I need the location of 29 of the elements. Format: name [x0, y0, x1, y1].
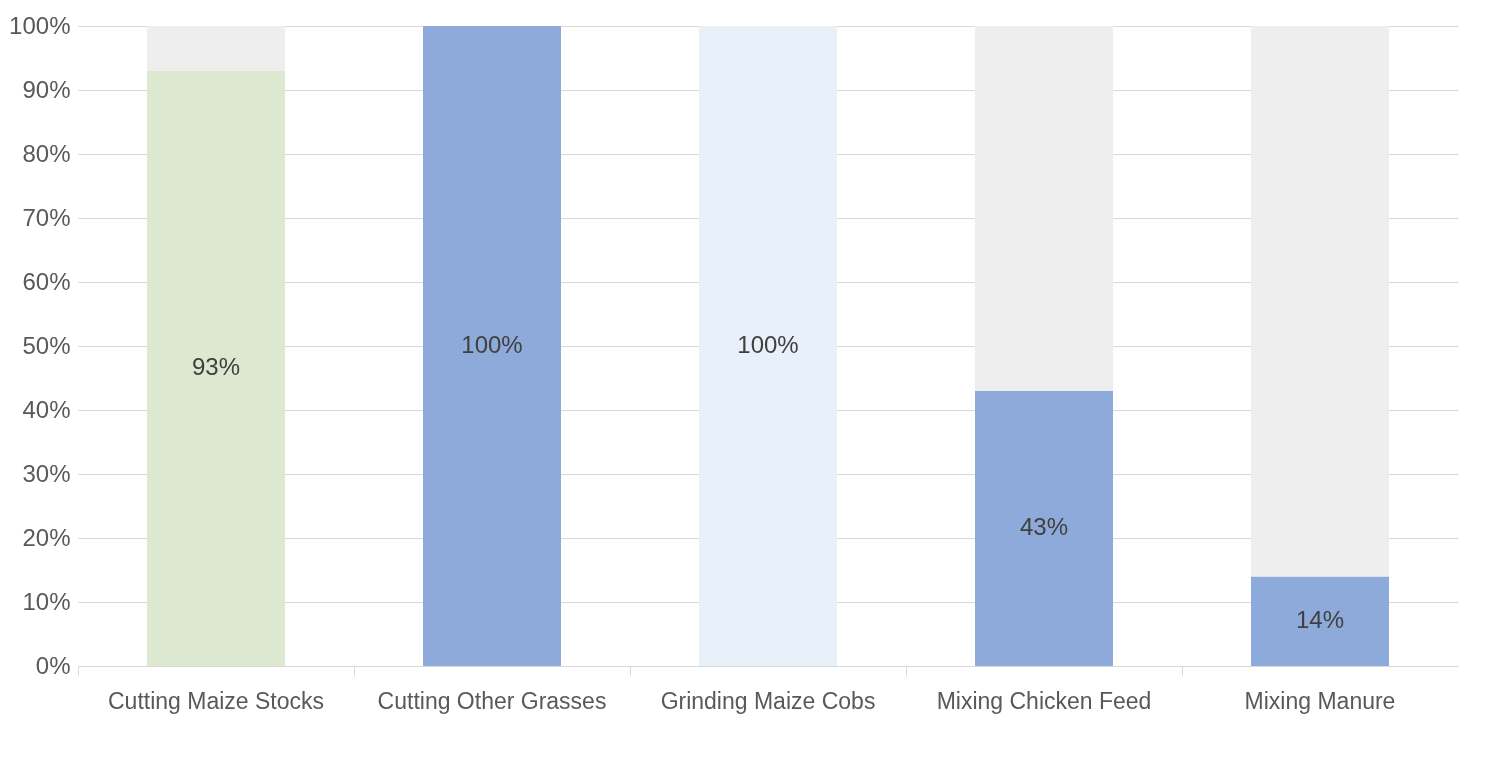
bar [1251, 576, 1389, 666]
bar [147, 26, 285, 71]
x-tick-label: Mixing Manure [1244, 687, 1396, 714]
y-tick-label: 10% [22, 587, 71, 615]
y-tick-label: 50% [22, 331, 71, 359]
bar [699, 26, 837, 666]
x-tick-label: Grinding Maize Cobs [660, 687, 876, 714]
y-tick-label: 100% [9, 11, 71, 39]
data-label: 14% [1295, 606, 1345, 634]
y-tick-label: 90% [22, 75, 71, 103]
bar [975, 390, 1113, 666]
data-label: 93% [191, 353, 241, 381]
bar [1251, 26, 1389, 577]
bar [423, 26, 561, 666]
bar [975, 26, 1113, 391]
x-tick-label: Cutting Other Grasses [377, 687, 607, 714]
data-label: 100% [461, 331, 523, 358]
y-tick-label: 40% [22, 395, 71, 423]
data-label: 43% [1019, 513, 1069, 541]
data-label: 100% [737, 331, 799, 358]
y-tick-label: 30% [22, 459, 71, 487]
bar [147, 70, 285, 666]
y-tick-label: 60% [22, 267, 71, 295]
x-tick-label: Mixing Chicken Feed [936, 687, 1152, 714]
x-tick-label: Cutting Maize Stocks [107, 687, 325, 714]
y-tick-label: 0% [35, 651, 71, 679]
y-tick-label: 70% [22, 203, 71, 231]
y-tick-label: 80% [22, 139, 71, 167]
y-tick-label: 20% [22, 523, 71, 551]
